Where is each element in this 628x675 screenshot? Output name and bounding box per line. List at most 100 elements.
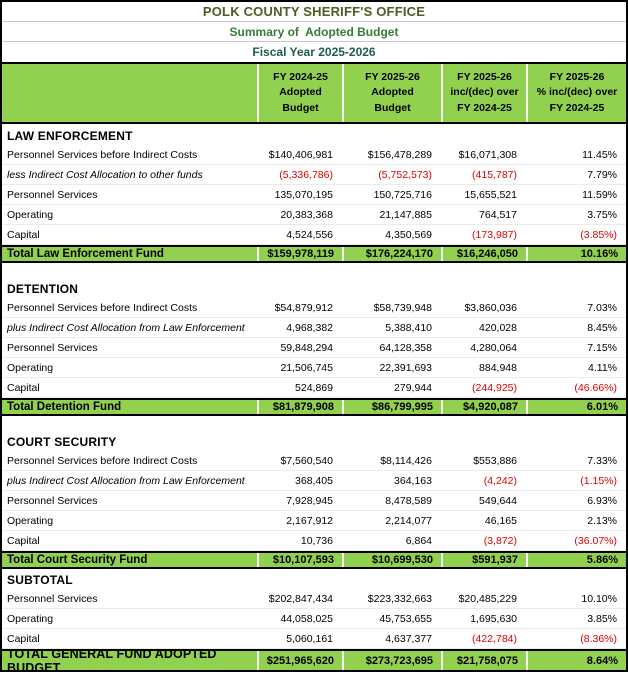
row-label: Personnel Services	[7, 341, 98, 354]
value-incdec: 15,655,521	[464, 188, 517, 201]
grand-total-pct: 8.64%	[526, 651, 626, 670]
value-fy2425: 4,968,382	[286, 321, 333, 334]
value-incdec: 4,280,064	[470, 341, 517, 354]
value-incdec: 549,644	[479, 494, 517, 507]
value-pct: (36.07%)	[574, 534, 617, 547]
header-line: % inc/(dec) over	[536, 86, 618, 99]
row-label: Operating	[7, 514, 54, 527]
value-incdec: $16,071,308	[458, 148, 517, 161]
value-incdec: $3,860,036	[464, 301, 517, 314]
section-gap	[2, 416, 626, 430]
page-subtitle: Summary of Adopted Budget	[2, 22, 626, 42]
value-fy2425: 5,060,161	[286, 632, 333, 645]
total-fy2526: $10,699,530	[342, 553, 441, 567]
value-fy2526: $156,478,289	[367, 148, 432, 161]
value-fy2526: 4,350,569	[385, 228, 432, 241]
value-incdec: (415,787)	[472, 168, 517, 181]
total-row-court-security: Total Court Security Fund $10,107,593 $1…	[2, 551, 626, 569]
row-label: Personnel Services	[7, 494, 98, 507]
value-fy2425: $54,879,912	[274, 301, 333, 314]
table-row: less Indirect Cost Allocation to other f…	[2, 165, 626, 185]
value-fy2425: 4,524,556	[286, 228, 333, 241]
row-label: plus Indirect Cost Allocation from Law E…	[7, 321, 245, 334]
value-fy2526: (5,752,573)	[378, 168, 432, 181]
section-title-detention: DETENTION	[7, 282, 79, 296]
header-line: FY 2025-26	[365, 71, 420, 84]
row-label: less Indirect Cost Allocation to other f…	[7, 168, 203, 181]
value-fy2425: 368,405	[295, 474, 333, 487]
value-pct: 11.59%	[582, 188, 617, 201]
section-gap	[2, 263, 626, 277]
table-row: plus Indirect Cost Allocation from Law E…	[2, 471, 626, 491]
header-line: FY 2024-25	[457, 101, 512, 114]
value-incdec: 420,028	[479, 321, 517, 334]
total-label: Total Law Enforcement Fund	[7, 248, 164, 260]
value-fy2526: 364,163	[394, 474, 432, 487]
row-label: Operating	[7, 361, 54, 374]
value-fy2425: 10,736	[300, 534, 333, 547]
table-row: Capital 524,869 279,944 (244,925) (46.66…	[2, 378, 626, 398]
table-row: Personnel Services 7,928,945 8,478,589 5…	[2, 491, 626, 511]
header-line: inc/(dec) over	[450, 86, 519, 99]
value-fy2526: 279,944	[394, 381, 432, 394]
grand-total-row: TOTAL GENERAL FUND ADOPTED BUDGET $251,9…	[2, 647, 626, 675]
value-fy2526: 4,637,377	[385, 632, 432, 645]
value-fy2526: $58,739,948	[373, 301, 432, 314]
section-title-law-enforcement: LAW ENFORCEMENT	[7, 129, 133, 143]
row-label: Personnel Services	[7, 592, 98, 605]
row-label: Capital	[7, 228, 40, 241]
grand-total-fy2425: $251,965,620	[257, 651, 342, 670]
value-pct: (8.36%)	[580, 632, 617, 645]
value-fy2526: 21,147,885	[379, 208, 432, 221]
value-incdec: $20,485,229	[458, 592, 517, 605]
value-incdec: 46,165	[484, 514, 517, 527]
page-title: POLK COUNTY SHERIFF'S OFFICE	[2, 2, 626, 22]
fiscal-year-title: Fiscal Year 2025-2026	[252, 45, 376, 59]
column-header-fy2526-adopted: FY 2025-26 Adopted Budget	[342, 64, 441, 122]
total-incdec: $16,246,050	[441, 247, 526, 261]
column-header-empty	[2, 64, 257, 122]
value-pct: 3.85%	[587, 612, 617, 625]
header-line: Budget	[282, 101, 319, 114]
table-row: Operating 44,058,025 45,753,655 1,695,63…	[2, 609, 626, 629]
row-label: Personnel Services	[7, 188, 98, 201]
total-row-law-enforcement: Total Law Enforcement Fund $159,978,119 …	[2, 245, 626, 263]
row-label: Operating	[7, 612, 54, 625]
column-header-fy2425-adopted: FY 2024-25 Adopted Budget	[257, 64, 342, 122]
total-fy2526: $86,799,995	[342, 400, 441, 414]
grand-total-incdec: $21,758,075	[441, 651, 526, 670]
value-fy2425: 21,506,745	[280, 361, 333, 374]
value-fy2526: $223,332,663	[367, 592, 432, 605]
total-fy2425: $10,107,593	[257, 553, 342, 567]
value-incdec: 884,948	[479, 361, 517, 374]
table-row: Operating 20,383,368 21,147,885 764,517 …	[2, 205, 626, 225]
value-fy2425: $7,560,540	[280, 454, 333, 467]
total-fy2425: $159,978,119	[257, 247, 342, 261]
value-pct: 3.75%	[587, 208, 617, 221]
value-incdec: (4,242)	[483, 474, 517, 487]
table-row: plus Indirect Cost Allocation from Law E…	[2, 318, 626, 338]
header-line: FY 2024-25	[549, 101, 605, 114]
header-line: FY 2025-26	[549, 71, 605, 84]
table-row: Capital 10,736 6,864 (3,872) (36.07%)	[2, 531, 626, 551]
value-pct: 7.03%	[587, 301, 617, 314]
value-fy2425: 20,383,368	[280, 208, 333, 221]
value-incdec: 1,695,630	[470, 612, 517, 625]
value-incdec: 764,517	[479, 208, 517, 221]
grand-total-label: TOTAL GENERAL FUND ADOPTED BUDGET	[7, 646, 217, 675]
table-row: Personnel Services before Indirect Costs…	[2, 451, 626, 471]
total-pct: 10.16%	[526, 247, 626, 261]
value-fy2425: $202,847,434	[268, 592, 333, 605]
total-pct: 6.01%	[526, 400, 626, 414]
table-row: Capital 5,060,161 4,637,377 (422,784) (8…	[2, 629, 626, 649]
value-fy2425: 7,928,945	[286, 494, 333, 507]
value-pct: 7.33%	[587, 454, 617, 467]
total-incdec: $591,937	[441, 553, 526, 567]
table-row: Operating 2,167,912 2,214,077 46,165 2.1…	[2, 511, 626, 531]
total-pct: 5.86%	[526, 553, 626, 567]
value-fy2425: 59,848,294	[280, 341, 333, 354]
total-fy2526: $176,224,170	[342, 247, 441, 261]
value-fy2425: (5,336,786)	[279, 168, 333, 181]
value-pct: 10.10%	[581, 592, 617, 605]
row-label: Personnel Services before Indirect Costs	[7, 148, 198, 161]
